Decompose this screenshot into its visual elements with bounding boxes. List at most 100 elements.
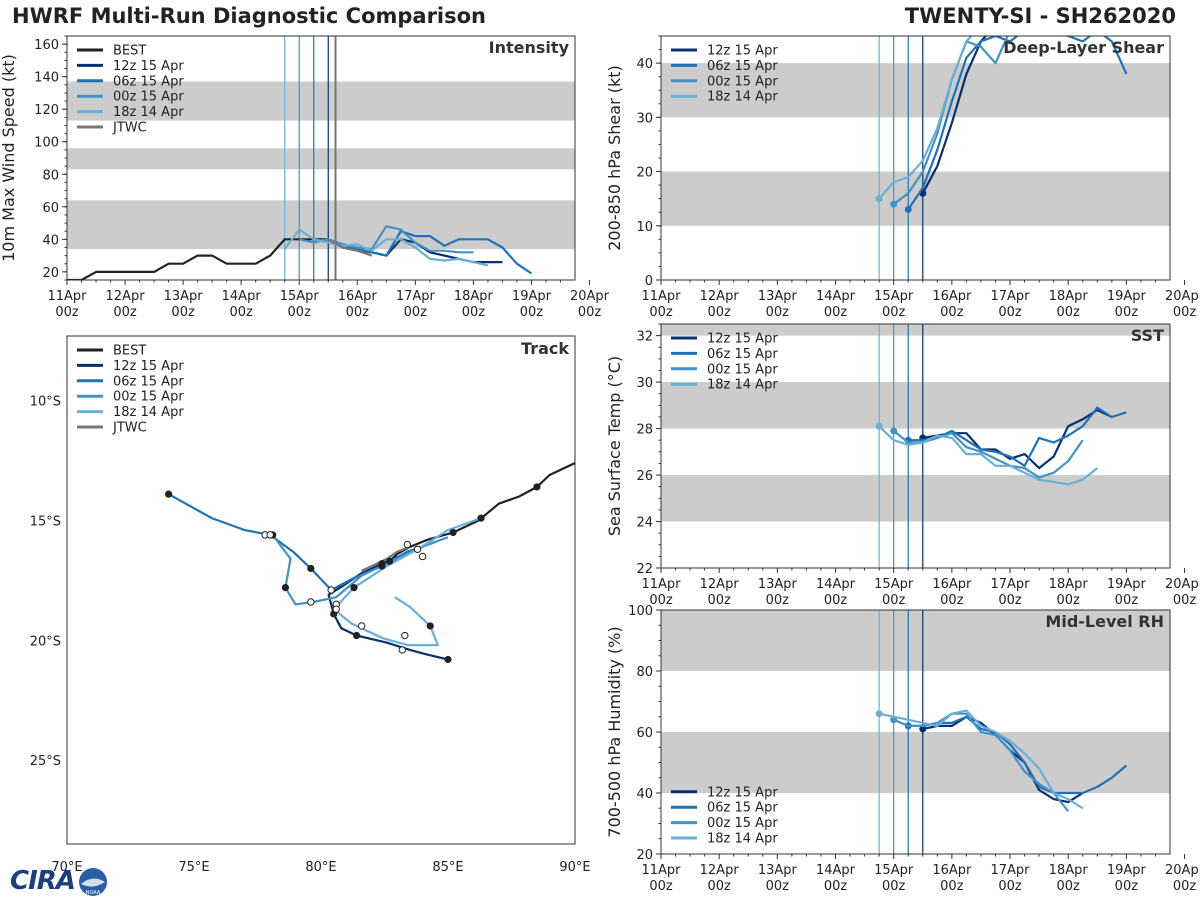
x-tick-label-date: 17Apr	[396, 289, 436, 304]
panel-title: Deep-Layer Shear	[1003, 38, 1164, 57]
shaded-band	[661, 610, 1170, 671]
x-tick-label-date: 12Apr	[700, 863, 740, 878]
y-tick-label: 10	[636, 220, 653, 235]
x-tick-label-date: 14Apr	[222, 289, 262, 304]
x-tick-label-date: 19Apr	[1107, 577, 1147, 592]
forecast-position-marker	[332, 605, 340, 613]
x-tick-label-date: 18Apr	[1049, 289, 1089, 304]
x-tick-label-hour: 00z	[649, 305, 673, 320]
logo-text: CIRA	[10, 866, 76, 896]
x-tick-label-date: 15Apr	[874, 577, 914, 592]
legend-entry: 00z 15 Apr	[671, 362, 778, 377]
x-tick-label-hour: 00z	[940, 305, 964, 320]
x-tick-label: 75°E	[178, 860, 209, 875]
legend-label: 12z 15 Apr	[707, 44, 778, 59]
legend-label: 06z 15 Apr	[707, 801, 778, 816]
x-tick-label: 85°E	[432, 860, 463, 875]
y-axis-label: 700-500 hPa Humidity (%)	[605, 626, 624, 837]
legend-label: 18z 14 Apr	[113, 405, 184, 420]
x-tick-label-hour: 00z	[462, 305, 486, 320]
legend-entry: BEST	[77, 344, 146, 359]
y-axis-label: Sea Surface Temp (°C)	[605, 356, 624, 536]
y-tick-label: 120	[34, 103, 59, 118]
track-run_06z_15apr	[168, 493, 436, 592]
x-tick-label-hour: 00z	[229, 305, 253, 320]
plot-frame	[66, 335, 576, 845]
legend-entry: 00z 15 Apr	[77, 390, 184, 405]
y-tick-label: 100	[628, 604, 653, 619]
x-tick-label-date: 16Apr	[932, 289, 972, 304]
series-run_00z_15apr	[893, 712, 1070, 812]
plot-area	[67, 36, 575, 280]
x-tick-label-hour: 00z	[824, 593, 848, 608]
legend-label: 18z 14 Apr	[707, 90, 778, 105]
x-tick-label-hour: 00z	[1115, 879, 1139, 894]
series-start-point	[890, 200, 898, 208]
x-tick-label-date: 20Apr	[1165, 863, 1200, 878]
legend-entry: 00z 15 Apr	[671, 74, 778, 89]
noaa-emblem-icon: NOAA	[79, 868, 107, 896]
x-tick-label-hour: 00z	[1173, 593, 1197, 608]
x-tick-label-date: 18Apr	[454, 289, 494, 304]
panel-title: Intensity	[489, 38, 570, 57]
panel-title: Track	[521, 339, 569, 358]
y-tick-label: 24	[636, 516, 653, 531]
panel-track: 70°E 75°E 80°E 85°E 90°E 10°S 15°S 20°S 25°S Trac…	[30, 335, 591, 875]
track-run_00z_15apr	[271, 534, 449, 606]
legend-label: 06z 15 Apr	[113, 374, 184, 389]
track-position-marker	[444, 655, 452, 664]
legend-label: BEST	[113, 344, 146, 359]
legend-entry: 18z 14 Apr	[671, 90, 778, 105]
x-tick-label-hour: 00z	[882, 305, 906, 320]
legend-entry: 18z 14 Apr	[671, 832, 778, 847]
series-run_18z_14apr	[283, 228, 489, 267]
x-tick-label-date: 15Apr	[280, 289, 320, 304]
plot-frame	[660, 323, 1171, 569]
figure-title: HWRF Multi-Run Diagnostic Comparison	[12, 4, 487, 28]
x-tick-label-date: 11Apr	[641, 863, 681, 878]
track-best	[376, 462, 575, 568]
x-tick-label-date: 16Apr	[338, 289, 378, 304]
y-tick-label: 40	[42, 233, 59, 248]
series-start-point	[904, 206, 912, 214]
y-tick-label: 28	[636, 423, 653, 438]
x-tick-label-hour: 00z	[707, 879, 731, 894]
legend-label: 18z 14 Apr	[707, 378, 778, 393]
y-tick-label: 60	[42, 201, 59, 216]
x-tick-label: 80°E	[305, 860, 336, 875]
x-tick-label-hour: 00z	[998, 305, 1022, 320]
y-tick-label: 140	[34, 71, 59, 86]
y-tick-label: 15°S	[30, 515, 61, 530]
track-run_12z_15apr	[327, 555, 449, 661]
legend-entry: 06z 15 Apr	[671, 59, 778, 74]
shaded-band	[67, 148, 575, 170]
x-tick-label-date: 13Apr	[164, 289, 204, 304]
x-tick-label-hour: 00z	[520, 305, 544, 320]
x-tick-label-date: 19Apr	[1107, 289, 1147, 304]
x-tick-label-date: 20Apr	[1165, 289, 1200, 304]
track-position-marker	[378, 562, 386, 570]
plot-area	[661, 324, 1170, 568]
legend-label: 12z 15 Apr	[113, 59, 184, 74]
shaded-band	[67, 81, 575, 121]
shaded-band	[661, 732, 1170, 793]
series-jtwc	[327, 238, 373, 257]
x-tick-label-date: 20Apr	[1165, 577, 1200, 592]
y-tick-label: 40	[636, 57, 653, 72]
cira-logo: CIRA NOAA	[4, 864, 110, 898]
forecast-position-marker	[403, 540, 412, 549]
legend-entry: 06z 15 Apr	[671, 347, 778, 362]
forecast-position-marker	[413, 545, 422, 553]
legend-entry: BEST	[77, 44, 146, 59]
panel-title: SST	[1131, 326, 1164, 345]
x-tick-label-hour: 00z	[707, 305, 731, 320]
legend-label: 06z 15 Apr	[113, 74, 184, 89]
legend-entry: 00z 15 Apr	[671, 816, 778, 831]
x-tick-label-hour: 00z	[766, 305, 790, 320]
x-tick-label-hour: 00z	[346, 305, 370, 320]
shaded-band	[661, 382, 1170, 429]
plot-area	[165, 462, 575, 664]
track-position-marker	[281, 584, 290, 592]
legend-label: JTWC	[112, 421, 147, 436]
legend-label: 12z 15 Apr	[113, 359, 184, 374]
